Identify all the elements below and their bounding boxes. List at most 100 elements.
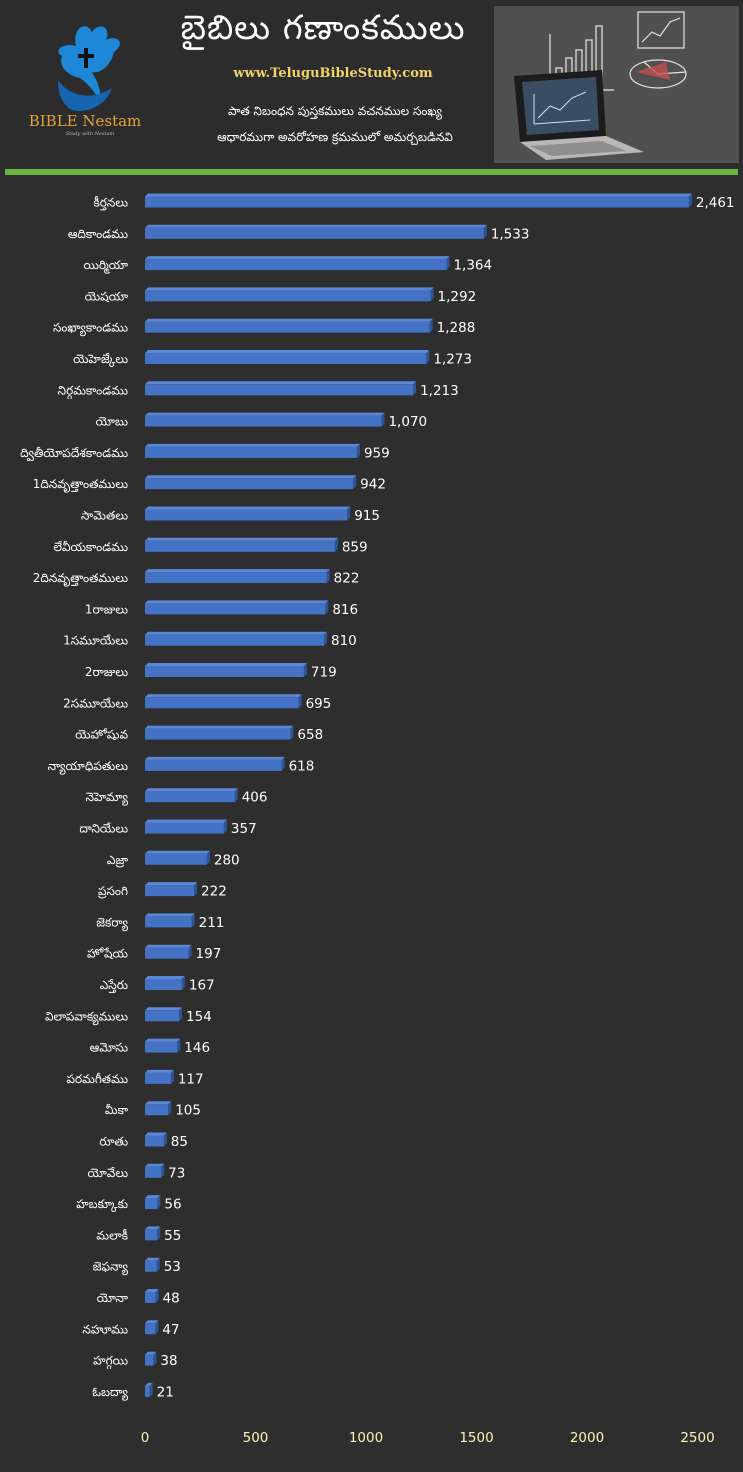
value-label: 1,292 bbox=[438, 289, 477, 305]
value-label: 658 bbox=[297, 727, 323, 743]
bar-side bbox=[179, 1007, 183, 1022]
value-label: 47 bbox=[162, 1322, 179, 1338]
bar bbox=[145, 1354, 154, 1366]
bar-top bbox=[145, 1257, 160, 1261]
bar-top bbox=[145, 725, 294, 729]
bar-side bbox=[181, 976, 185, 990]
category-label: ప్రసంగి bbox=[97, 884, 128, 899]
category-label: 2సమూయేలు bbox=[63, 696, 128, 710]
x-tick-label: 1000 bbox=[349, 1430, 383, 1446]
laptop-charts-image-icon bbox=[494, 6, 739, 163]
value-label: 211 bbox=[199, 915, 225, 931]
bar-side bbox=[381, 412, 385, 427]
bar-top bbox=[145, 318, 433, 322]
bar-top bbox=[145, 537, 338, 541]
bar-side bbox=[206, 850, 210, 865]
bar-side bbox=[155, 1320, 159, 1335]
category-label: 2రాజులు bbox=[85, 665, 128, 679]
bar bbox=[145, 1010, 180, 1022]
value-label: 154 bbox=[186, 1009, 212, 1025]
bar bbox=[145, 1385, 150, 1397]
value-label: 117 bbox=[178, 1071, 204, 1087]
bar-side bbox=[334, 537, 338, 552]
bar-side bbox=[483, 224, 487, 239]
category-label: 1రాజులు bbox=[85, 602, 128, 616]
bar bbox=[145, 634, 325, 646]
category-label: జెకర్యా bbox=[96, 915, 128, 931]
bar bbox=[145, 1072, 171, 1084]
bar-side bbox=[191, 913, 195, 928]
bar-top bbox=[145, 1195, 161, 1199]
bar-side bbox=[324, 631, 328, 646]
category-label: యెహెజ్కేలు bbox=[73, 352, 128, 368]
bar bbox=[145, 259, 447, 271]
bar bbox=[145, 1260, 157, 1272]
value-label: 53 bbox=[164, 1259, 181, 1275]
bar bbox=[145, 1198, 158, 1210]
value-label: 105 bbox=[175, 1103, 201, 1119]
bar bbox=[145, 1166, 162, 1178]
bar bbox=[145, 415, 382, 427]
category-label: ద్వితీయోపదేశకాండము bbox=[20, 446, 128, 462]
bar bbox=[145, 697, 299, 709]
bar-side bbox=[356, 443, 360, 458]
value-label: 280 bbox=[214, 852, 240, 868]
bar-top bbox=[145, 1038, 181, 1042]
bar-side bbox=[234, 788, 238, 803]
bar-side bbox=[325, 600, 329, 615]
bar bbox=[145, 916, 192, 928]
bar bbox=[145, 853, 207, 865]
value-label: 197 bbox=[196, 946, 222, 962]
bar bbox=[145, 196, 689, 208]
bar-top bbox=[145, 1069, 174, 1073]
bar bbox=[145, 1135, 164, 1147]
category-label: హోషేయ bbox=[87, 947, 129, 961]
value-label: 1,364 bbox=[453, 258, 492, 274]
category-label: రూతు bbox=[99, 1135, 128, 1149]
value-label: 21 bbox=[157, 1384, 174, 1400]
header-banner: BIBLE Nestam Study with Nestam బైబిలు గణ… bbox=[0, 0, 743, 168]
category-label: లేవీయకాండము bbox=[53, 540, 128, 554]
bar-top bbox=[145, 506, 351, 510]
bar-side bbox=[156, 1257, 160, 1272]
category-label: ఎజ్రా bbox=[107, 853, 129, 868]
category-label: యెహోషువ bbox=[75, 728, 128, 742]
category-label: కీర్తనలు bbox=[94, 196, 128, 211]
green-divider bbox=[5, 169, 738, 175]
category-label: విలాపవాక్యములు bbox=[45, 1009, 128, 1025]
page-title: బైబిలు గణాంకములు bbox=[180, 8, 466, 48]
bar-side bbox=[153, 1351, 157, 1366]
bar bbox=[145, 822, 224, 834]
verse-count-bar-chart: కీర్తనలు 2,461 ఆదికాండము 1,533 యిర్మియా 1,364… bbox=[20, 193, 735, 1446]
bar-top bbox=[145, 631, 328, 635]
bar-top bbox=[145, 882, 198, 886]
website-link[interactable]: www.TeluguBibleStudy.com bbox=[233, 66, 433, 81]
bar bbox=[145, 353, 427, 364]
x-tick-label: 2500 bbox=[680, 1430, 714, 1446]
value-label: 146 bbox=[184, 1040, 210, 1056]
bar-side bbox=[168, 1101, 172, 1116]
value-label: 695 bbox=[306, 696, 332, 712]
category-label: మీకా bbox=[105, 1103, 129, 1117]
category-label: హగ్గయి bbox=[93, 1354, 128, 1370]
value-label: 1,213 bbox=[420, 383, 459, 399]
bar-top bbox=[145, 1289, 159, 1292]
bar bbox=[145, 290, 431, 302]
bar-top bbox=[145, 381, 417, 385]
bar-side bbox=[347, 506, 351, 521]
category-label: ఎస్తేరు bbox=[100, 978, 128, 993]
subtitle-line-2: ఆధారముగా అవరోహణ క్రమములో అమర్చబడినవి bbox=[217, 130, 453, 144]
value-label: 1,070 bbox=[388, 414, 427, 430]
bar bbox=[145, 227, 484, 239]
value-label: 816 bbox=[332, 602, 358, 618]
bar bbox=[145, 1041, 178, 1053]
bar-top bbox=[145, 913, 195, 917]
value-label: 357 bbox=[231, 821, 257, 837]
value-label: 719 bbox=[311, 665, 337, 681]
category-label: నెహెమ్యా bbox=[86, 790, 129, 806]
bar-top bbox=[145, 443, 360, 447]
bar bbox=[145, 1292, 156, 1303]
value-label: 406 bbox=[242, 790, 268, 806]
bar-top bbox=[145, 1007, 183, 1011]
bar-side bbox=[430, 287, 434, 302]
